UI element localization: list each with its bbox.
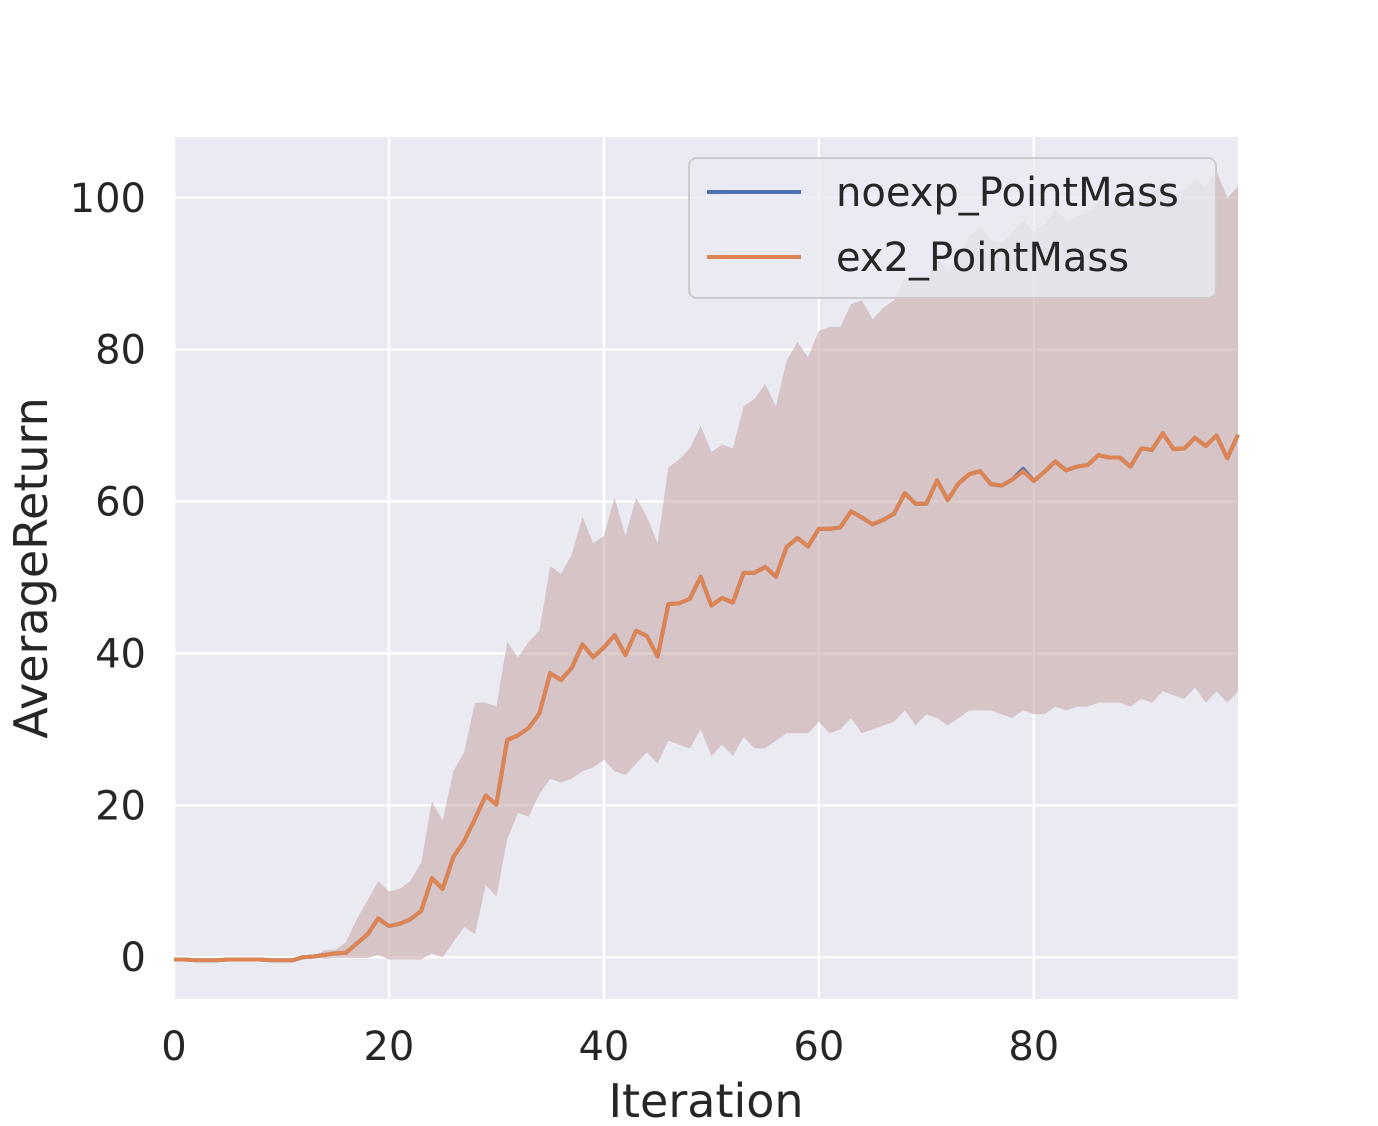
x-tick-label: 80 bbox=[1008, 1024, 1059, 1070]
y-tick-label: 80 bbox=[95, 328, 146, 374]
series-lines bbox=[174, 431, 1240, 963]
legend-label-ex2: ex2_PointMass bbox=[836, 235, 1129, 281]
legend-label-noexp: noexp_PointMass bbox=[836, 170, 1179, 216]
y-tick-labels: 0 20 40 60 80 100 bbox=[70, 176, 146, 981]
x-tick-label: 40 bbox=[578, 1024, 629, 1070]
std-bands bbox=[174, 171, 1238, 961]
x-tick-labels: 0 20 40 60 80 bbox=[161, 1024, 1059, 1070]
y-tick-label: 20 bbox=[95, 783, 146, 829]
y-tick-label: 0 bbox=[121, 935, 146, 981]
y-axis-label: AverageReturn bbox=[4, 397, 58, 739]
y-tick-label: 60 bbox=[95, 480, 146, 526]
series-line-ex2-pointmass bbox=[174, 431, 1240, 963]
x-tick-label: 20 bbox=[363, 1024, 414, 1070]
legend: noexp_PointMass ex2_PointMass bbox=[688, 157, 1217, 299]
legend-frame bbox=[688, 157, 1217, 299]
x-tick-label: 0 bbox=[161, 1024, 186, 1070]
x-axis-label: Iteration bbox=[608, 1074, 803, 1126]
std-band-ex2-pointmass bbox=[174, 171, 1238, 961]
y-tick-label: 100 bbox=[70, 176, 146, 222]
y-tick-label: 40 bbox=[95, 631, 146, 677]
x-tick-label: 60 bbox=[793, 1024, 844, 1070]
